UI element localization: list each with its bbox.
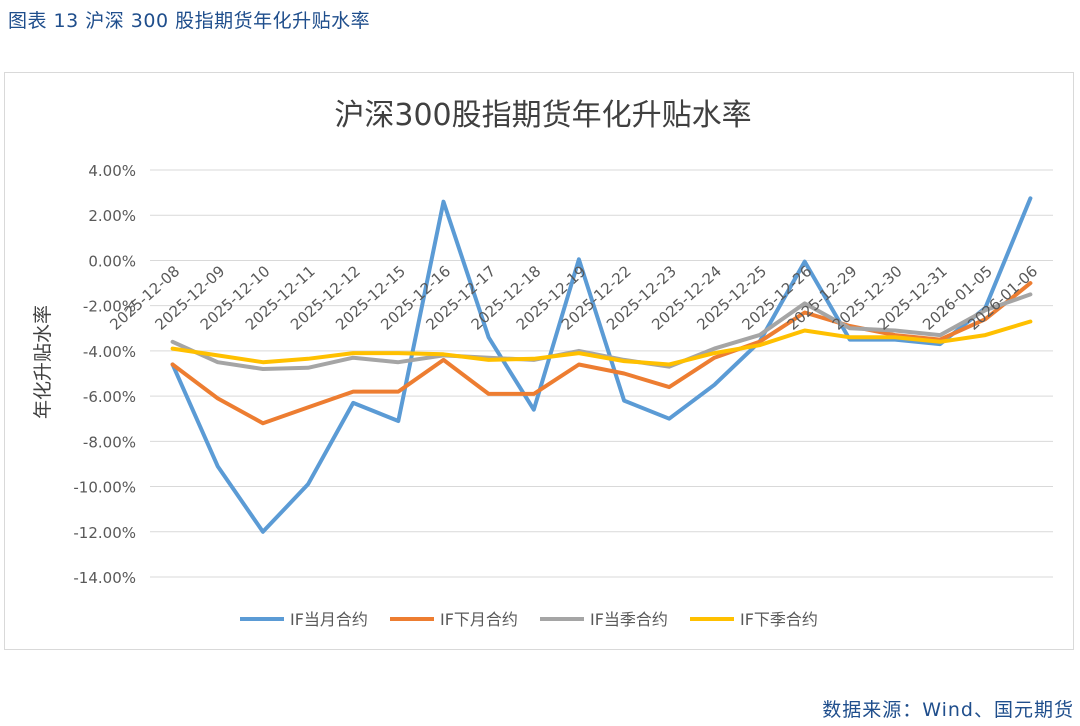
y-tick-label: -12.00% <box>73 524 136 542</box>
series-line-2 <box>170 281 1033 426</box>
y-tick-label: -10.00% <box>73 479 136 497</box>
line-chart: 沪深300股指期货年化升贴水率 4.00% 2.00% 0.00% -2.00% -4.… <box>32 98 1053 629</box>
legend: IF当月合约 IF下月合约 IF当季合约 IF下季合约 <box>240 610 818 629</box>
gridlines <box>150 169 1053 578</box>
y-tick-label: -4.00% <box>83 343 136 361</box>
y-tick-label: 0.00% <box>88 252 136 270</box>
legend-label: IF当月合约 <box>290 610 368 629</box>
y-tick-label: 2.00% <box>88 207 136 225</box>
legend-label: IF下月合约 <box>440 610 518 629</box>
chart-frame: 沪深300股指期货年化升贴水率 4.00% 2.00% 0.00% -2.00% -4.… <box>4 72 1074 650</box>
y-axis-label: 年化升贴水率 <box>32 305 54 419</box>
chart-title: 沪深300股指期货年化升贴水率 <box>334 98 751 133</box>
y-tick-label: -2.00% <box>83 298 136 316</box>
y-tick-label: -14.00% <box>73 569 136 587</box>
legend-label: IF当季合约 <box>590 610 668 629</box>
x-axis-ticks: 2025-12-082025-12-092025-12-102025-12-11… <box>106 262 1041 334</box>
y-tick-label: -6.00% <box>83 388 136 406</box>
series-lines <box>170 196 1033 534</box>
figure-caption: 图表 13 沪深 300 股指期货年化升贴水率 <box>8 10 371 32</box>
y-tick-label: -8.00% <box>83 433 136 451</box>
series-line-1 <box>170 196 1033 534</box>
y-tick-label: 4.00% <box>88 162 136 180</box>
series-line-4 <box>170 319 1033 367</box>
y-axis-ticks: 4.00% 2.00% 0.00% -2.00% -4.00% -6.00% -8.00% -… <box>73 162 136 587</box>
data-source-note: 数据来源：Wind、国元期货 <box>822 699 1074 721</box>
legend-label: IF下季合约 <box>740 610 818 629</box>
